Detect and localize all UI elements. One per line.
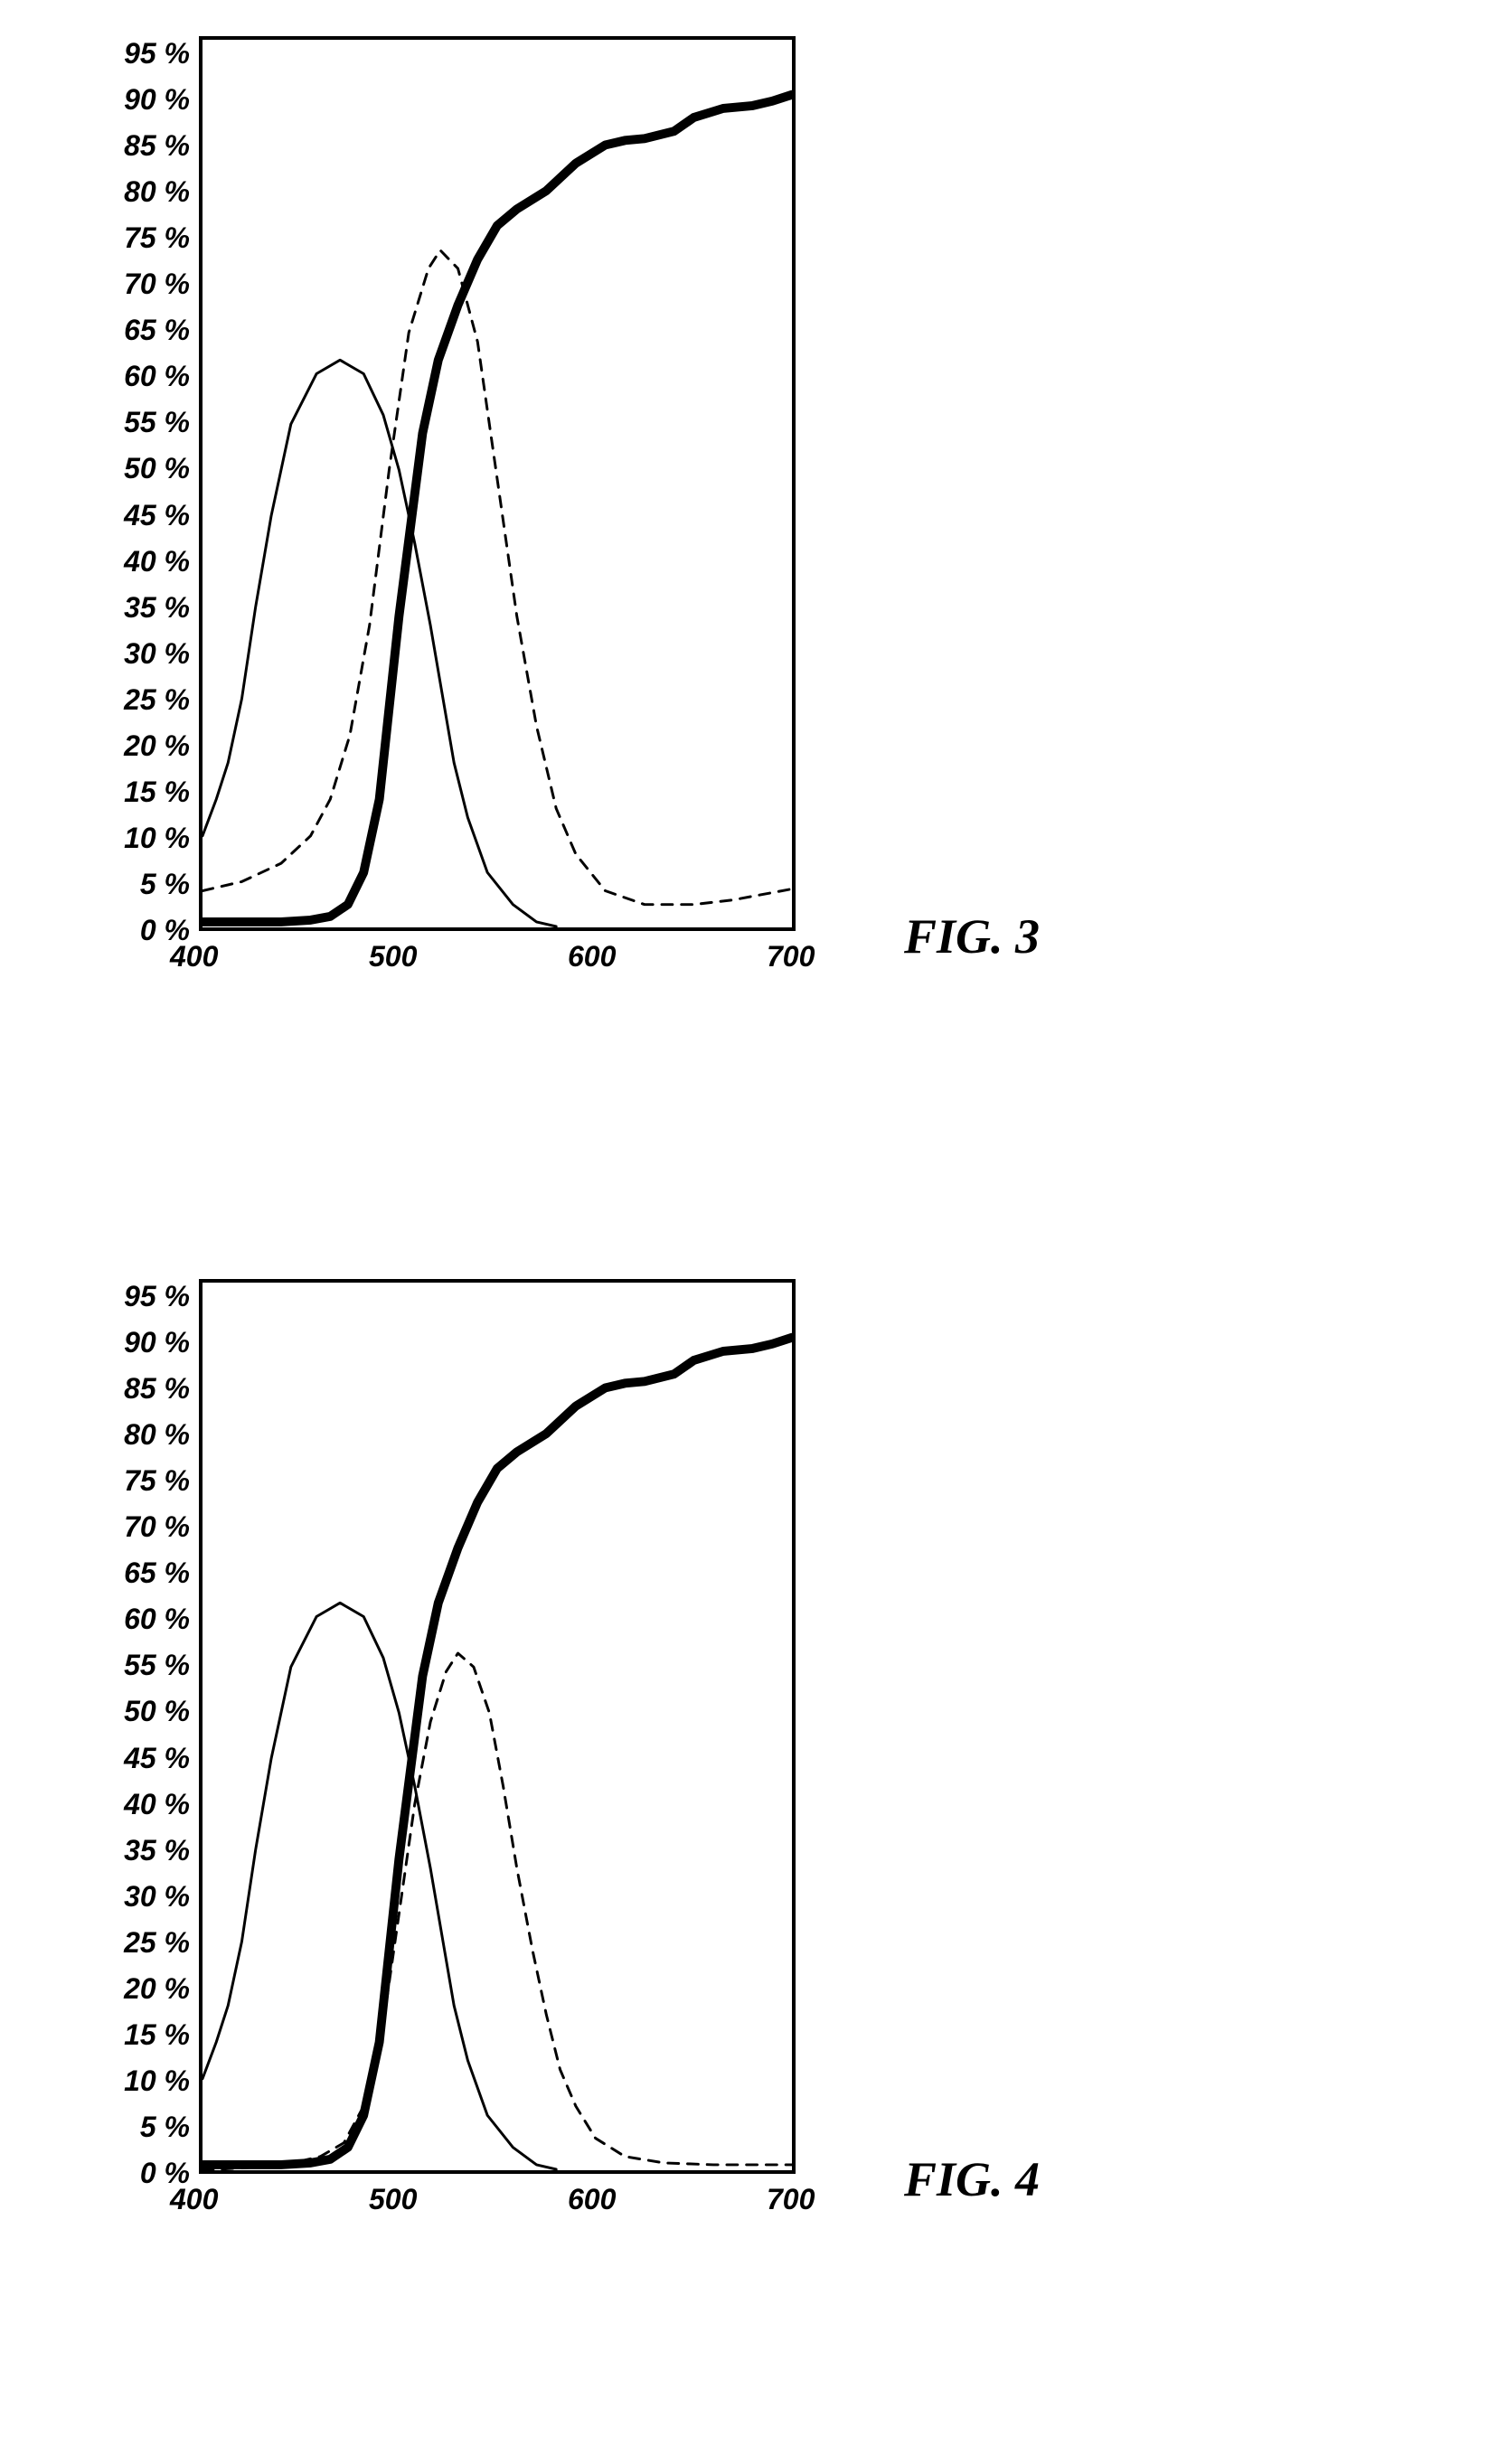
fig3-ytick-25: 25 % bbox=[124, 683, 190, 717]
fig3-ytick-20: 20 % bbox=[124, 729, 190, 763]
fig4-ytick-65: 65 % bbox=[124, 1556, 190, 1590]
fig3-ytick-90: 90 % bbox=[124, 83, 190, 117]
fig4-ytick-95: 95 % bbox=[124, 1280, 190, 1313]
fig3-ytick-10: 10 % bbox=[124, 822, 190, 855]
fig3-ytick-60: 60 % bbox=[124, 360, 190, 393]
fig4-label: FIG. 4 bbox=[904, 2151, 1040, 2207]
figure-page: 0 %5 %10 %15 %20 %25 %30 %35 %40 %45 %50… bbox=[0, 0, 1498, 2464]
fig4-ytick-40: 40 % bbox=[124, 1788, 190, 1821]
fig4-svg bbox=[203, 1283, 792, 2170]
fig4-series-thick-solid bbox=[203, 1338, 792, 2165]
fig3-ytick-45: 45 % bbox=[124, 499, 190, 532]
fig4-ytick-70: 70 % bbox=[124, 1510, 190, 1544]
fig3-xtick-400: 400 bbox=[170, 940, 218, 973]
fig3-ytick-70: 70 % bbox=[124, 268, 190, 301]
fig3-ytick-75: 75 % bbox=[124, 221, 190, 255]
fig4-ytick-15: 15 % bbox=[124, 2018, 190, 2052]
fig4-series-dashed bbox=[203, 1653, 792, 2170]
fig3-series-thick-solid bbox=[203, 95, 792, 922]
fig3-ytick-40: 40 % bbox=[124, 545, 190, 578]
fig3-xtick-600: 600 bbox=[568, 940, 616, 973]
fig3-xtick-500: 500 bbox=[369, 940, 417, 973]
fig3-ytick-80: 80 % bbox=[124, 175, 190, 209]
fig4-ytick-55: 55 % bbox=[124, 1649, 190, 1682]
fig4-ytick-80: 80 % bbox=[124, 1418, 190, 1452]
fig4-xtick-500: 500 bbox=[369, 2183, 417, 2216]
fig4-ytick-75: 75 % bbox=[124, 1464, 190, 1498]
fig3-svg bbox=[203, 40, 792, 927]
fig4-ytick-85: 85 % bbox=[124, 1372, 190, 1406]
fig3-ytick-55: 55 % bbox=[124, 406, 190, 439]
fig4-ytick-35: 35 % bbox=[124, 1834, 190, 1867]
fig4-ytick-5: 5 % bbox=[140, 2111, 190, 2144]
fig3-ytick-5: 5 % bbox=[140, 868, 190, 901]
fig4-plot-area bbox=[199, 1279, 796, 2174]
fig3-ytick-95: 95 % bbox=[124, 37, 190, 71]
fig4-ytick-30: 30 % bbox=[124, 1880, 190, 1914]
fig4-ytick-90: 90 % bbox=[124, 1326, 190, 1359]
fig4-series-thin-solid bbox=[203, 1603, 556, 2169]
fig3-series-thin-solid bbox=[203, 360, 556, 926]
fig3-series-dashed bbox=[203, 250, 792, 905]
fig4-ytick-10: 10 % bbox=[124, 2064, 190, 2098]
fig4-ytick-20: 20 % bbox=[124, 1972, 190, 2006]
fig4-ytick-25: 25 % bbox=[124, 1926, 190, 1960]
fig4-xtick-700: 700 bbox=[767, 2183, 815, 2216]
fig3-ytick-30: 30 % bbox=[124, 637, 190, 671]
fig3-ytick-35: 35 % bbox=[124, 591, 190, 625]
fig4-ytick-50: 50 % bbox=[124, 1695, 190, 1728]
fig3-xtick-700: 700 bbox=[767, 940, 815, 973]
fig4-xtick-400: 400 bbox=[170, 2183, 218, 2216]
fig4-xtick-600: 600 bbox=[568, 2183, 616, 2216]
fig3-label: FIG. 3 bbox=[904, 908, 1040, 964]
fig4-ytick-60: 60 % bbox=[124, 1603, 190, 1636]
fig3-ytick-85: 85 % bbox=[124, 129, 190, 163]
fig3-plot-area bbox=[199, 36, 796, 931]
fig3-ytick-50: 50 % bbox=[124, 452, 190, 485]
fig4-ytick-45: 45 % bbox=[124, 1742, 190, 1775]
fig3-ytick-15: 15 % bbox=[124, 776, 190, 809]
fig3-ytick-65: 65 % bbox=[124, 314, 190, 347]
